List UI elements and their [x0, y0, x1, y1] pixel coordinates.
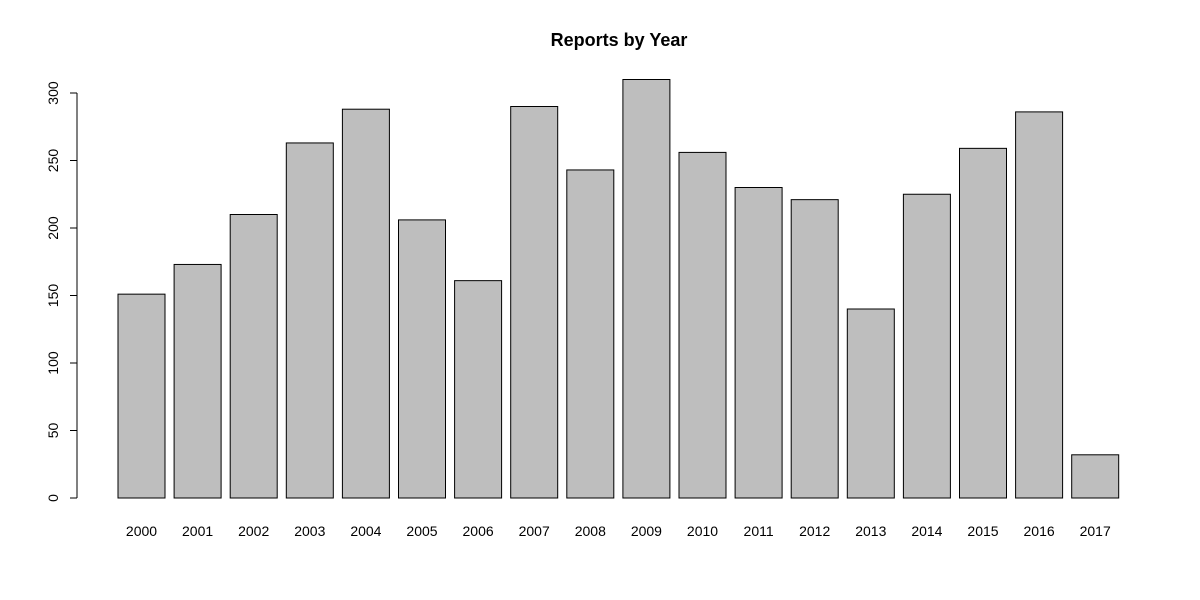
y-axis: 0 50 100 150 200 250 300: [45, 81, 78, 502]
y-tick-label: 250: [45, 149, 61, 173]
y-tick-label: 200: [45, 216, 61, 240]
bar-2009: [622, 79, 671, 499]
x-tick-label: 2012: [799, 523, 830, 539]
x-tick-label: 2015: [967, 523, 998, 539]
x-tick-label: 2002: [238, 523, 269, 539]
x-tick-label: 2006: [463, 523, 494, 539]
bar-2017: [1071, 454, 1120, 499]
x-tick-label: 2001: [182, 523, 213, 539]
bar-2003: [285, 142, 334, 499]
bar-2005: [398, 219, 446, 499]
x-tick-label: 2014: [911, 523, 942, 539]
bar-2016: [1015, 111, 1064, 499]
bars: [117, 79, 1120, 499]
x-tick-label: 2003: [294, 523, 325, 539]
bar-2013: [846, 308, 895, 499]
x-tick-label: 2007: [519, 523, 550, 539]
x-tick-label: 2011: [744, 523, 774, 539]
bar-2011: [734, 187, 783, 499]
bar-2007: [510, 106, 559, 499]
x-tick-label: 2016: [1024, 523, 1055, 539]
bar-2014: [902, 193, 951, 499]
y-tick-label: 0: [45, 494, 61, 502]
chart-title: Reports by Year: [551, 30, 688, 50]
x-axis-labels: 2000 2001 2002 2003 2004 2005 2006 2007 2008 2009…: [126, 523, 1111, 539]
bar-2015: [959, 147, 1007, 499]
x-tick-label: 2005: [406, 523, 437, 539]
bar-2008: [566, 169, 615, 499]
bar-2000: [117, 293, 166, 499]
bar-2010: [678, 151, 727, 499]
y-tick-label: 300: [45, 81, 61, 105]
x-tick-label: 2010: [687, 523, 718, 539]
x-tick-label: 2008: [575, 523, 606, 539]
y-tick-label: 50: [45, 423, 61, 439]
bar-2001: [173, 263, 222, 499]
x-tick-label: 2017: [1080, 523, 1111, 539]
x-tick-label: 2004: [350, 523, 381, 539]
bar-2002: [229, 214, 278, 499]
x-tick-label: 2013: [855, 523, 886, 539]
x-tick-label: 2000: [126, 523, 157, 539]
bar-2012: [790, 199, 839, 499]
x-tick-label: 2009: [631, 523, 662, 539]
bar-2004: [341, 108, 390, 499]
y-tick-label: 150: [45, 284, 61, 308]
y-tick-label: 100: [45, 351, 61, 375]
bar-2006: [454, 280, 503, 499]
